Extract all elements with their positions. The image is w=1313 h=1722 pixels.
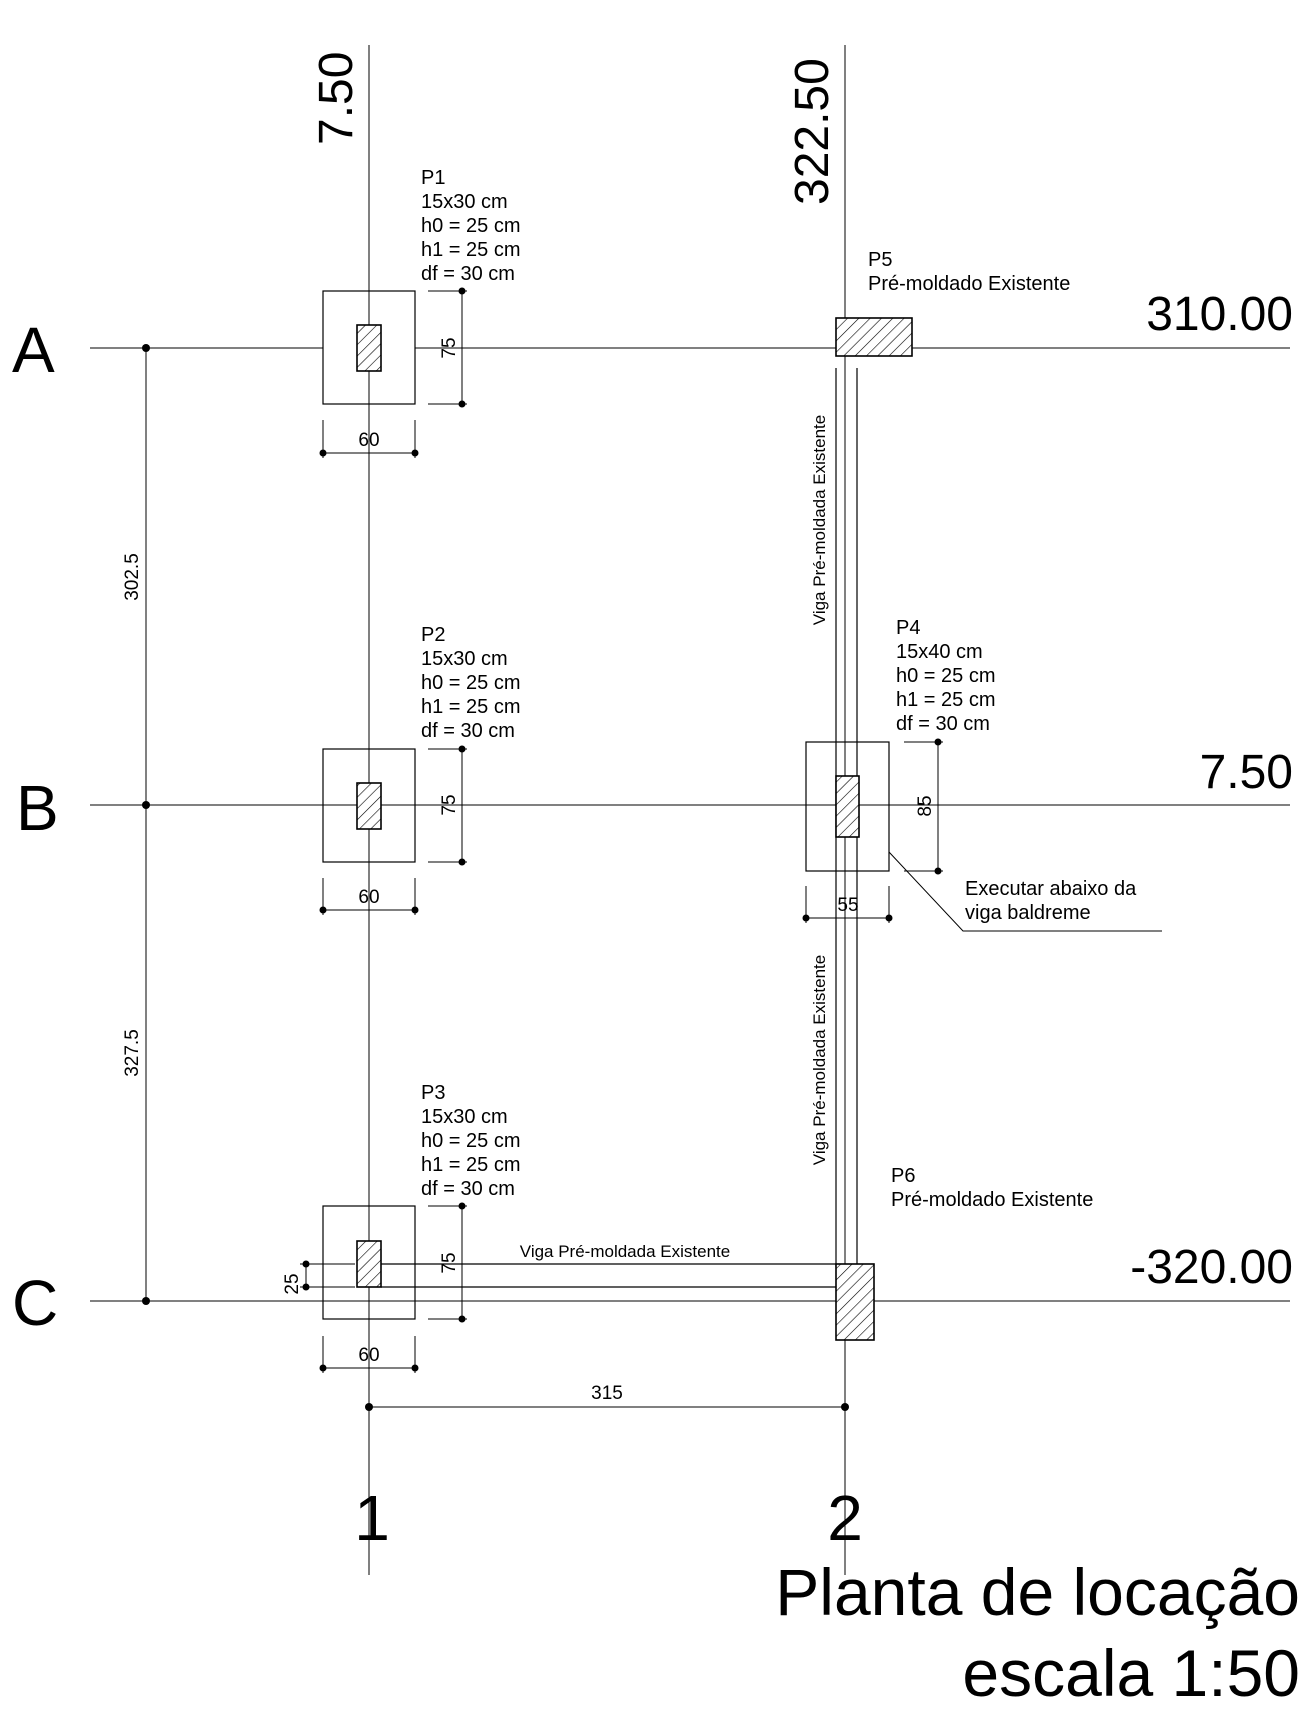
col-label-2: 2: [827, 1482, 863, 1554]
pillar-P2: 60 75 P2 15x30 cm h0 = 25 cm h1 = 25 cm …: [319, 624, 521, 915]
note-leader: Executar abaixo da viga baldreme: [888, 851, 1162, 932]
dim-P2-height: 75: [439, 794, 460, 815]
pillar-P4: 55 85 P4 15x40 cm h0 = 25 cm h1 = 25 cm …: [802, 617, 996, 923]
label-P3-size: 15x30 cm: [421, 1106, 508, 1128]
row-level-C: -320.00: [1130, 1241, 1293, 1294]
pillar-P3: 60 75 25 P3 15x30 cm h0 = 25 cm h1 = 25 …: [282, 1082, 521, 1373]
label-P3-df: df = 30 cm: [421, 1178, 515, 1200]
label-P1-h0: h0 = 25 cm: [421, 215, 521, 237]
label-P1-size: 15x30 cm: [421, 191, 508, 213]
label-P4-h0: h0 = 25 cm: [896, 665, 996, 687]
col-level-1: 7.50: [310, 52, 363, 145]
drawing-title: Planta de locação: [775, 1555, 1300, 1629]
row-level-B: 7.50: [1200, 746, 1293, 799]
drawing-scale: escala 1:50: [962, 1636, 1300, 1710]
dim-P3-offset: 25: [282, 1273, 303, 1294]
column-P6: [835, 1263, 875, 1341]
column-P1: [356, 324, 382, 372]
dim-P4-height: 85: [915, 795, 936, 816]
row-level-A: 310.00: [1146, 288, 1293, 341]
label-P2-h0: h0 = 25 cm: [421, 672, 521, 694]
label-P6-name: P6: [891, 1165, 915, 1187]
dim-BC: 327.5: [122, 1029, 143, 1077]
label-P2-size: 15x30 cm: [421, 648, 508, 670]
dim-P1-height: 75: [439, 337, 460, 358]
label-P3-name: P3: [421, 1082, 445, 1104]
pillar-P1: 60 75 P1 15x30 cm h0 = 25 cm h1 = 25 cm …: [319, 167, 521, 458]
label-P2-df: df = 30 cm: [421, 720, 515, 742]
beam-label-upper: Viga Pré-moldada Existente: [810, 415, 829, 625]
dim-P3-height: 75: [439, 1252, 460, 1273]
beam-horizontal: [381, 1263, 836, 1288]
label-P1-df: df = 30 cm: [421, 263, 515, 285]
row-label-B: B: [16, 772, 59, 844]
label-P4-df: df = 30 cm: [896, 713, 990, 735]
label-P3-h1: h1 = 25 cm: [421, 1154, 521, 1176]
label-P3-h0: h0 = 25 cm: [421, 1130, 521, 1152]
label-P2-name: P2: [421, 624, 445, 646]
note-line1: Executar abaixo da: [965, 878, 1137, 900]
dim-12: 315: [591, 1383, 623, 1404]
beam-label-lower: Viga Pré-moldada Existente: [810, 955, 829, 1165]
label-P5-name: P5: [868, 249, 892, 271]
column-P5: [835, 317, 913, 357]
label-P4-name: P4: [896, 617, 920, 639]
label-P5-desc: Pré-moldado Existente: [868, 273, 1070, 295]
column-P3: [356, 1240, 382, 1288]
dim-AB: 302.5: [122, 553, 143, 601]
label-P4-h1: h1 = 25 cm: [896, 689, 996, 711]
label-P1-name: P1: [421, 167, 445, 189]
column-dimension: 315: [365, 1383, 849, 1411]
dim-P4-width: 55: [837, 895, 858, 916]
dim-P2-width: 60: [358, 887, 379, 908]
col-level-2: 322.50: [786, 58, 839, 205]
row-label-C: C: [12, 1267, 58, 1339]
label-P6-desc: Pré-moldado Existente: [891, 1189, 1093, 1211]
row-label-A: A: [12, 314, 55, 386]
pillar-P6: P6 Pré-moldado Existente: [835, 1165, 1093, 1341]
label-P1-h1: h1 = 25 cm: [421, 239, 521, 261]
dim-P3-width: 60: [358, 1345, 379, 1366]
label-P4-size: 15x40 cm: [896, 641, 983, 663]
column-P4: [835, 775, 860, 838]
footing-P4: [805, 741, 890, 872]
row-dimension: 302.5 327.5: [122, 344, 150, 1305]
column-P2: [356, 782, 382, 830]
dim-P1-width: 60: [358, 430, 379, 451]
label-P2-h1: h1 = 25 cm: [421, 696, 521, 718]
beam-label-horizontal: Viga Pré-moldada Existente: [520, 1242, 730, 1261]
col-label-1: 1: [354, 1482, 390, 1554]
note-line2: viga baldreme: [965, 902, 1091, 924]
pillar-P5: P5 Pré-moldado Existente: [835, 249, 1070, 357]
